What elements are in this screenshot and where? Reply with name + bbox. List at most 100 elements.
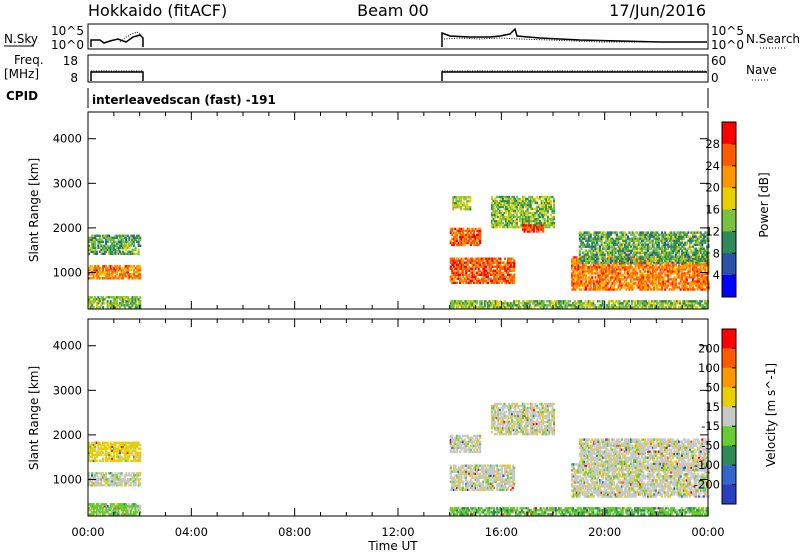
echo-cell [103, 441, 106, 444]
echo-cell [634, 274, 637, 277]
echo-cell [123, 478, 126, 481]
echo-cell [593, 304, 596, 307]
echo-cell [575, 256, 578, 259]
echo-cell [571, 260, 574, 263]
echo-cell [133, 273, 136, 276]
echo-cell [136, 296, 139, 299]
echo-cell [498, 195, 501, 199]
echo-cell [585, 249, 588, 252]
echo-cell [501, 195, 504, 199]
echo-cell [100, 480, 103, 483]
echo-cell [643, 259, 646, 262]
echo-cell [500, 267, 503, 270]
echo-cell [704, 282, 707, 285]
echo-cell [662, 237, 665, 240]
echo-cell [588, 270, 591, 273]
echo-cell [581, 241, 584, 244]
echo-cell [114, 269, 117, 272]
echo-cell [540, 203, 543, 207]
echo-cell [633, 278, 636, 281]
echo-cell [542, 195, 545, 199]
echo-cell [117, 240, 120, 243]
echo-cell [667, 257, 670, 260]
echo-cell [600, 276, 603, 279]
echo-cell [540, 221, 543, 225]
freq-label: Freq. [14, 53, 44, 67]
echo-cell [103, 509, 106, 512]
echo-cell [95, 275, 98, 278]
echo-cell [537, 230, 540, 233]
echo-cell [581, 302, 584, 305]
echo-cell [514, 215, 517, 219]
echo-cell [640, 249, 643, 252]
echo-cell [471, 273, 474, 276]
echo-cell [664, 272, 667, 275]
echo-cell [476, 241, 479, 245]
echo-cell [125, 474, 128, 477]
echo-cell [119, 453, 122, 456]
echo-cell [640, 239, 643, 242]
echo-cell [600, 306, 603, 309]
echo-cell [704, 268, 707, 271]
echo-cell [609, 286, 612, 289]
echo-cell [94, 265, 97, 268]
echo-cell [581, 259, 584, 262]
echo-cell [586, 241, 589, 244]
echo-cell [548, 221, 551, 225]
echo-cell [603, 231, 606, 234]
echo-cell [595, 286, 598, 289]
echo-cell [670, 266, 673, 269]
echo-cell [120, 236, 123, 239]
echo-cell [588, 243, 591, 246]
echo-cell [642, 276, 645, 279]
echo-cell [455, 200, 458, 203]
echo-cell [131, 277, 134, 280]
echo-cell [452, 273, 455, 276]
echo-cell [637, 278, 640, 281]
echo-cell [640, 264, 643, 267]
echo-cell [112, 451, 115, 454]
echo-cell [508, 304, 511, 307]
echo-cell [479, 265, 482, 268]
echo-cell [471, 227, 474, 231]
echo-cell [647, 286, 650, 289]
freq-panel: Freq. [MHz] 18 8 60 0 Nave [4, 53, 777, 85]
echo-cell [532, 223, 535, 227]
echo-cell [493, 271, 496, 274]
echo-cell [134, 484, 137, 487]
echo-cell [479, 263, 482, 266]
echo-cell [676, 274, 679, 277]
echo-cell [684, 233, 687, 236]
echo-cell [699, 259, 702, 262]
echo-cell [639, 288, 642, 291]
echo-cell [637, 282, 640, 285]
echo-cell [134, 482, 137, 485]
echo-cell [636, 247, 639, 250]
echo-cell [602, 256, 605, 259]
echo-cell [119, 275, 122, 278]
echo-cell [102, 478, 105, 481]
echo-cell [477, 281, 480, 284]
echo-cell [493, 257, 496, 260]
echo-cell [571, 288, 574, 291]
echo-cell [580, 247, 583, 250]
echo-cell [619, 251, 622, 254]
echo-cell [642, 261, 645, 264]
echo-cell [603, 241, 606, 244]
echo-cell [594, 247, 597, 250]
echo-cell [670, 235, 673, 238]
echo-cell [607, 300, 610, 303]
echo-cell [597, 261, 600, 264]
echo-cell [97, 476, 100, 479]
echo-cell [633, 237, 636, 240]
echo-cell [112, 503, 115, 506]
echo-cell [465, 279, 468, 282]
echo-cell [589, 235, 592, 238]
echo-cell [600, 257, 603, 260]
echo-cell [591, 241, 594, 244]
echo-cell [589, 239, 592, 242]
echo-cell [509, 219, 512, 223]
echo-cell [688, 255, 691, 258]
echo-cell [133, 472, 136, 475]
echo-cell [120, 480, 123, 483]
